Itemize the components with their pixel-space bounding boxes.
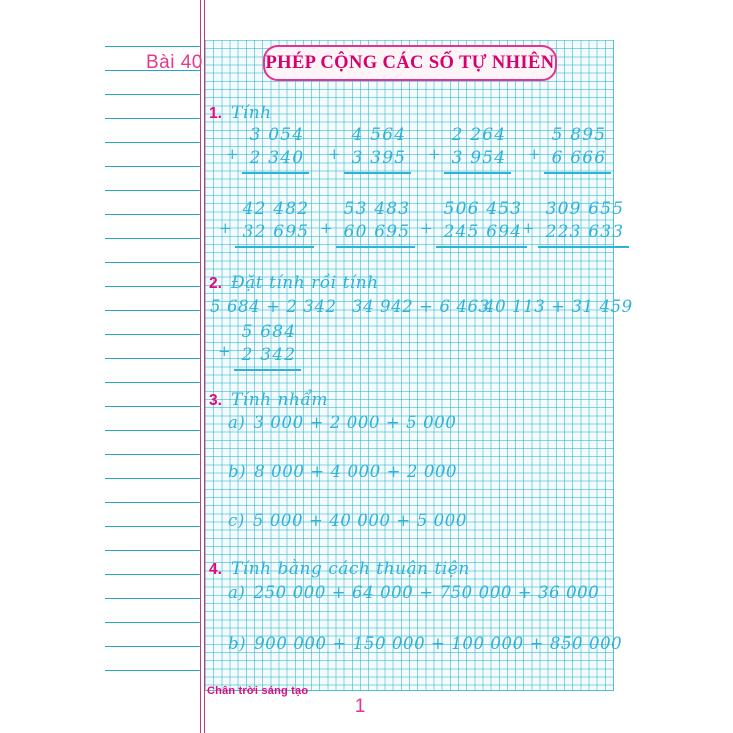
vertical-addition: + 42 482 32 695 bbox=[219, 198, 315, 248]
vertical-addition: + 309 655 223 633 bbox=[522, 198, 630, 248]
grid-paper bbox=[205, 40, 614, 691]
addend-top: 3 054 bbox=[249, 125, 305, 145]
plus-sign: + bbox=[219, 219, 232, 237]
worked-example: + 5 684 2 342 bbox=[218, 321, 302, 371]
page-number: 1 bbox=[354, 696, 366, 717]
addend-top: 5 895 bbox=[551, 125, 607, 145]
plus-sign: + bbox=[428, 145, 441, 163]
addend-bottom: 2 342 bbox=[241, 345, 297, 365]
exercise-title: Tính nhẩm bbox=[230, 390, 328, 410]
item-expression: 3 000 + 2 000 + 5 000 bbox=[253, 413, 457, 432]
addend-bottom: 32 695 bbox=[242, 222, 310, 242]
item-label: a) bbox=[228, 583, 246, 602]
vertical-addition: + 3 054 2 340 bbox=[226, 124, 310, 174]
addend-top: 4 564 bbox=[351, 125, 407, 145]
plus-sign: + bbox=[218, 342, 231, 360]
exercise-item: a) 250 000 + 64 000 + 750 000 + 36 000 bbox=[228, 583, 599, 602]
exercise-number: 3. bbox=[209, 392, 222, 409]
item-label: a) bbox=[228, 413, 246, 432]
addend-top: 5 684 bbox=[241, 322, 297, 342]
vertical-addition: + 5 895 6 666 bbox=[528, 124, 612, 174]
plus-sign: + bbox=[226, 145, 239, 163]
exercise-4-header: 4. Tính bằng cách thuận tiện bbox=[209, 559, 470, 579]
addend-bottom: 3 954 bbox=[451, 148, 507, 168]
exercise-3-header: 3. Tính nhẩm bbox=[209, 390, 328, 410]
exercise-number: 4. bbox=[209, 561, 222, 578]
publisher-brand: Chân trời sáng tạo bbox=[207, 685, 309, 697]
lesson-number: Bài 40 bbox=[146, 52, 203, 73]
addition-problem: 34 942 + 6 463 bbox=[352, 297, 490, 316]
vertical-addition: + 2 264 3 954 bbox=[428, 124, 512, 174]
item-expression: 8 000 + 4 000 + 2 000 bbox=[254, 462, 458, 481]
addend-top: 2 264 bbox=[451, 125, 507, 145]
exercise-1-header: 1. Tính bbox=[209, 103, 272, 123]
plus-sign: + bbox=[420, 219, 433, 237]
addend-top: 309 655 bbox=[545, 199, 625, 219]
item-label: b) bbox=[228, 462, 247, 481]
item-label: c) bbox=[228, 511, 245, 530]
exercise-title: Đặt tính rồi tính bbox=[230, 273, 379, 293]
addend-bottom: 223 633 bbox=[545, 222, 625, 242]
vertical-addition: + 506 453 245 694 bbox=[420, 198, 528, 248]
page-title-text: PHÉP CỘNG CÁC SỐ TỰ NHIÊN bbox=[265, 52, 555, 73]
exercise-number: 2. bbox=[209, 275, 222, 292]
addend-top: 42 482 bbox=[242, 199, 310, 219]
addend-bottom: 6 666 bbox=[551, 148, 607, 168]
exercise-item: a) 3 000 + 2 000 + 5 000 bbox=[228, 413, 456, 432]
vertical-addition: + 4 564 3 395 bbox=[328, 124, 412, 174]
page-title: PHÉP CỘNG CÁC SỐ TỰ NHIÊN bbox=[263, 45, 557, 81]
exercise-number: 1. bbox=[209, 105, 222, 122]
exercise-title: Tính bbox=[230, 103, 272, 123]
plus-sign: + bbox=[528, 145, 541, 163]
plus-sign: + bbox=[320, 219, 333, 237]
plus-sign: + bbox=[522, 219, 535, 237]
addend-bottom: 245 694 bbox=[443, 222, 523, 242]
exercise-title: Tính bằng cách thuận tiện bbox=[230, 559, 470, 579]
addition-problem: 40 113 + 31 459 bbox=[484, 297, 633, 316]
item-expression: 900 000 + 150 000 + 100 000 + 850 000 bbox=[254, 634, 623, 653]
addend-top: 506 453 bbox=[443, 199, 523, 219]
item-expression: 250 000 + 64 000 + 750 000 + 36 000 bbox=[253, 583, 600, 602]
item-label: b) bbox=[228, 634, 247, 653]
vertical-addition: + 53 483 60 695 bbox=[320, 198, 416, 248]
exercise-item: b) 900 000 + 150 000 + 100 000 + 850 000 bbox=[228, 634, 622, 653]
exercise-2-header: 2. Đặt tính rồi tính bbox=[209, 273, 379, 293]
addend-bottom: 60 695 bbox=[343, 222, 411, 242]
notebook-red-rule bbox=[200, 0, 205, 733]
notebook-margin-lines bbox=[105, 23, 201, 671]
exercise-item: c) 5 000 + 40 000 + 5 000 bbox=[228, 511, 467, 530]
addend-top: 53 483 bbox=[343, 199, 411, 219]
addition-problem: 5 684 + 2 342 bbox=[210, 297, 337, 316]
item-expression: 5 000 + 40 000 + 5 000 bbox=[252, 511, 467, 530]
exercise-item: b) 8 000 + 4 000 + 2 000 bbox=[228, 462, 457, 481]
plus-sign: + bbox=[328, 145, 341, 163]
addend-bottom: 2 340 bbox=[249, 148, 305, 168]
addend-bottom: 3 395 bbox=[351, 148, 407, 168]
